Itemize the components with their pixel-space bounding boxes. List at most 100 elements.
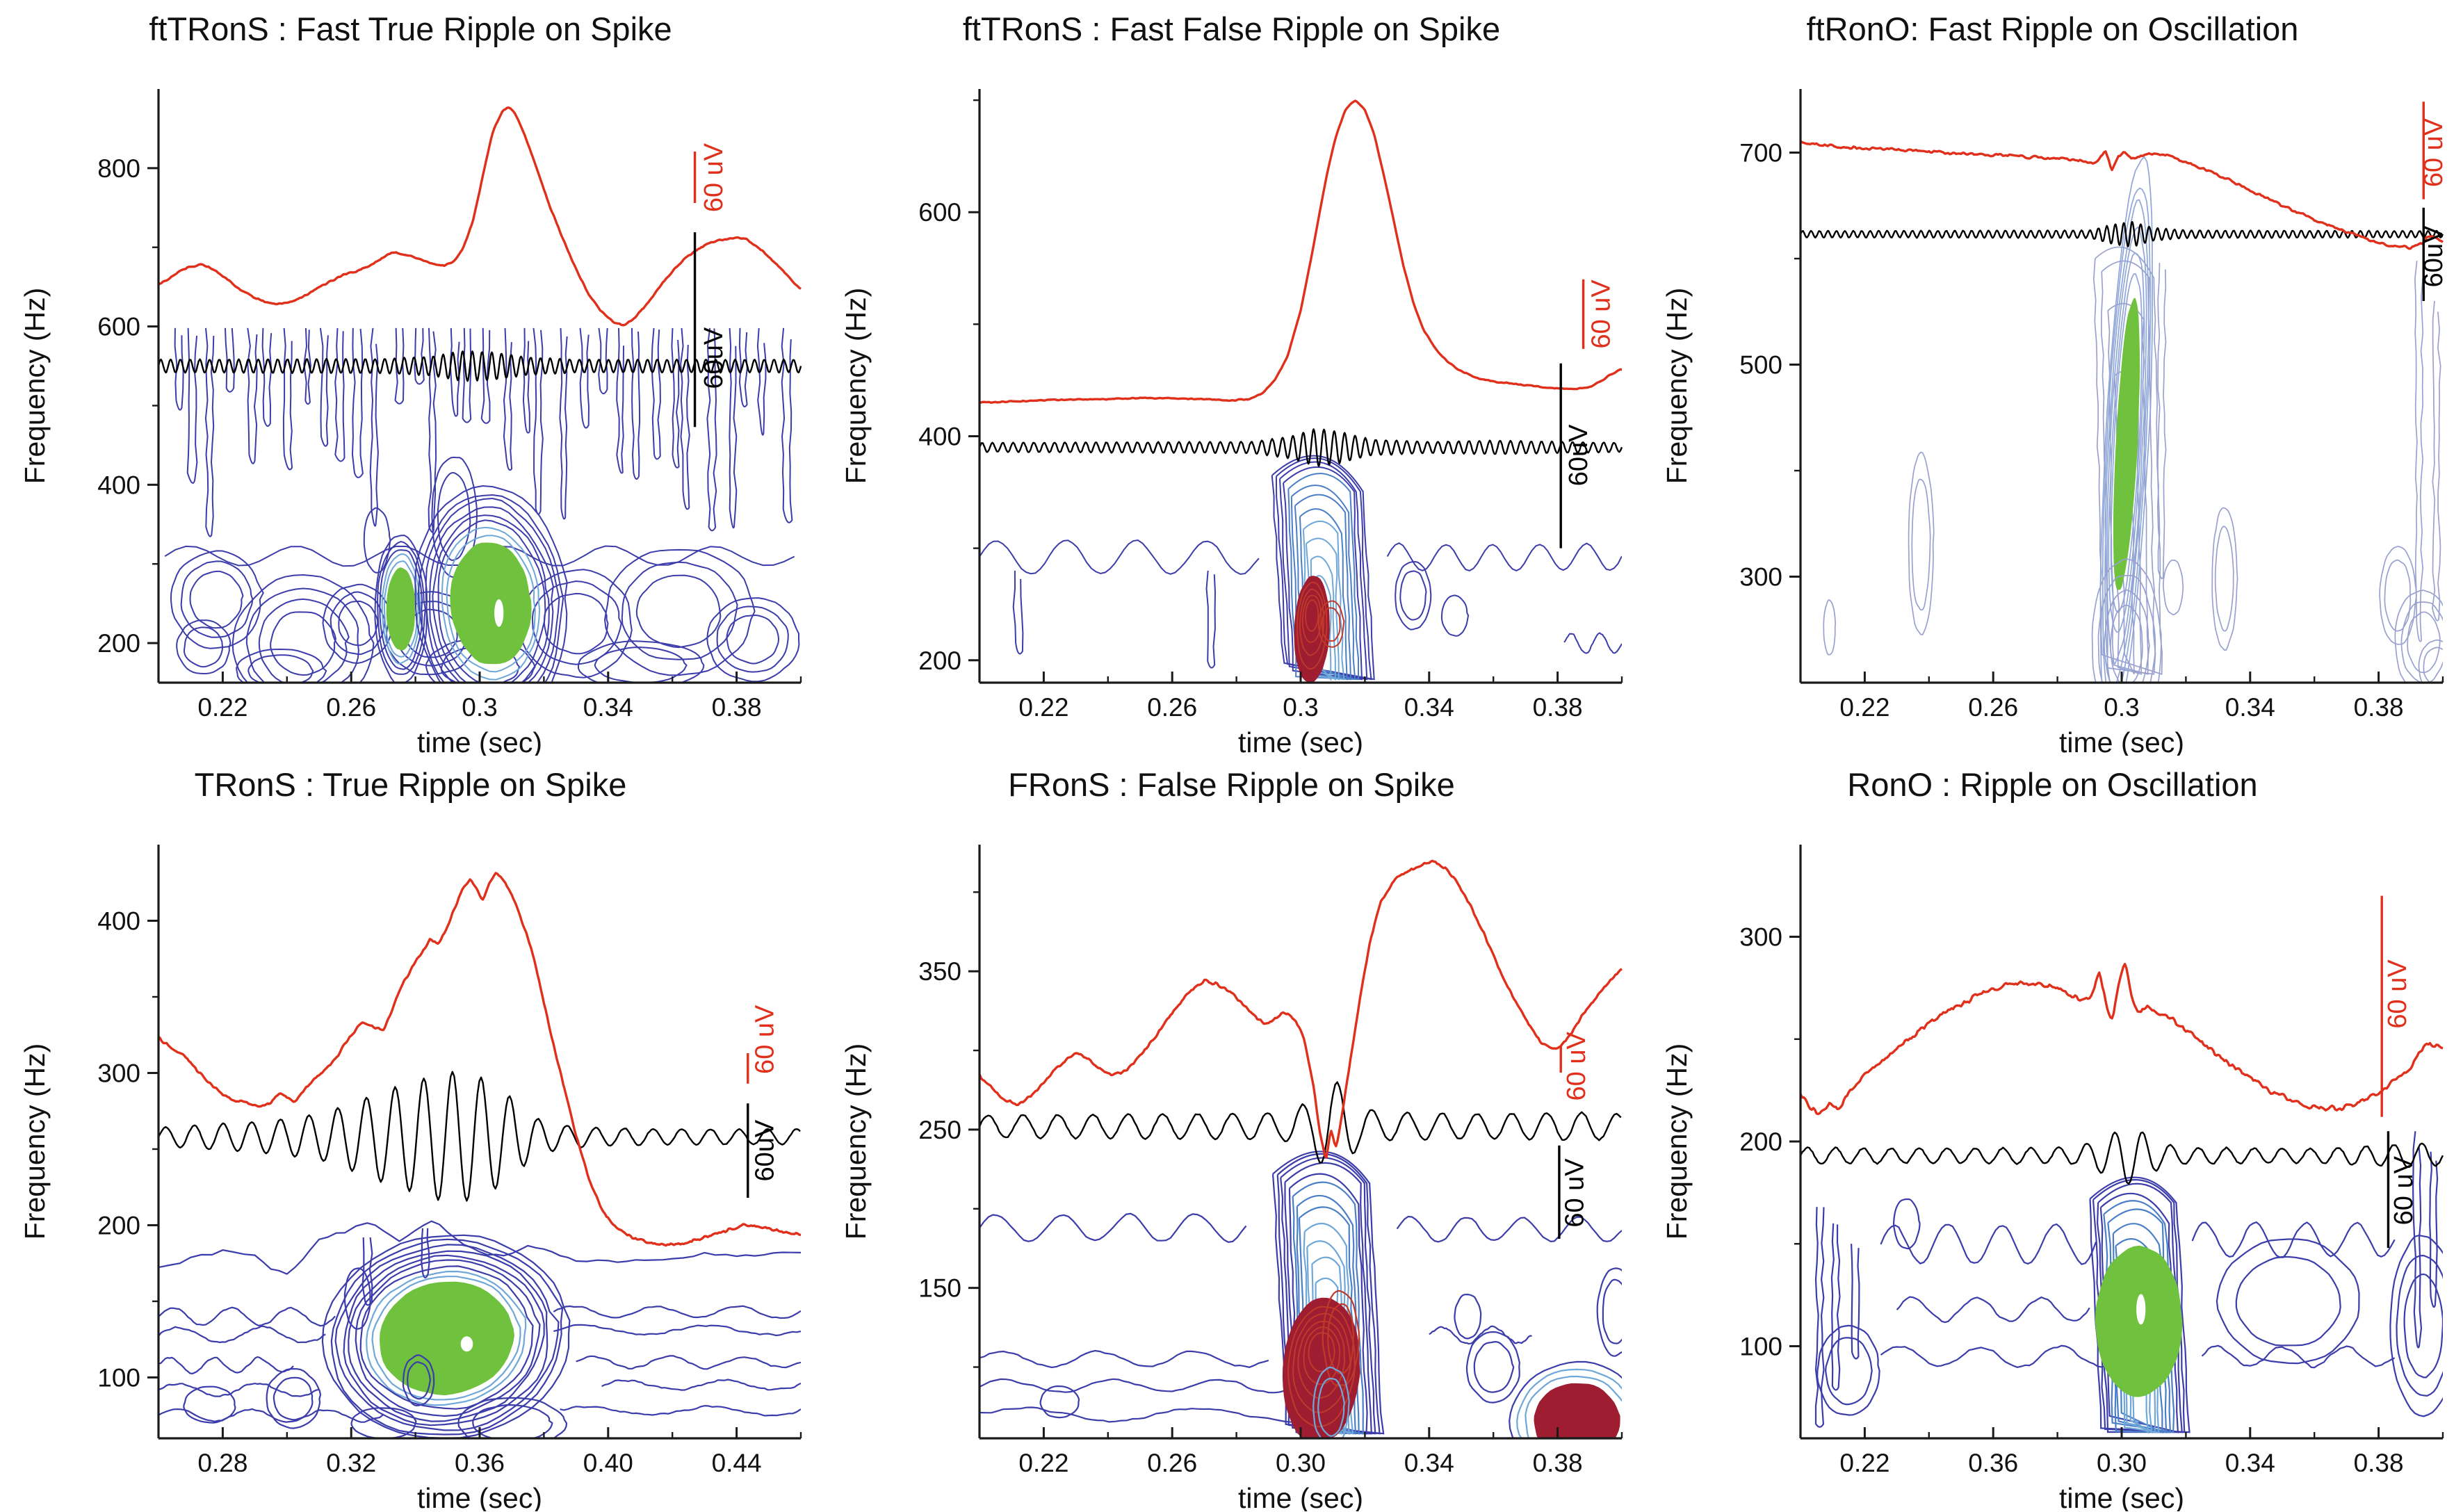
contour-streak	[781, 327, 793, 523]
contour-band	[1563, 632, 1622, 654]
contour-spectrogram	[979, 1151, 1622, 1438]
contour-ring	[2106, 226, 2147, 665]
scalebar-label: 60uV	[2419, 225, 2448, 287]
red-raw-trace	[1799, 963, 2444, 1116]
black-filtered-trace	[1799, 1131, 2444, 1185]
contour-ring	[594, 647, 688, 683]
contour-ring	[2423, 647, 2443, 683]
x-tick-label: 0.22	[197, 693, 247, 722]
contour-ring	[1395, 561, 1432, 631]
panel-RonO: RonO : Ripple on Oscillation 60 uV 60 uV 1…	[1642, 756, 2463, 1511]
x-tick-label: 0.3	[2104, 693, 2139, 722]
contour-ring	[2418, 639, 2443, 683]
y-tick-label: 600	[97, 313, 140, 341]
y-axis-label: Frequency (Hz)	[840, 288, 872, 485]
contour-ring	[1473, 1340, 1515, 1393]
contour-ring	[2400, 601, 2443, 683]
contour-ring	[2211, 507, 2238, 651]
panel-title: ftTRonS : Fast True Ripple on Spike	[149, 10, 672, 47]
contour-streak	[2414, 261, 2424, 642]
traces	[157, 872, 802, 1247]
panel-FRonS: FRonS : False Ripple on Spike 60 uV 60 uV…	[821, 756, 1642, 1511]
contour-ring	[1327, 1303, 1355, 1374]
contour-ring	[1596, 1267, 1622, 1357]
contour-ring	[1399, 570, 1427, 621]
contour-band	[158, 1356, 294, 1375]
panel-plot-FRonS: 60 uV 60 uV 150 250 350 0.22 0.26 0.30 0.34 0.38 F…	[840, 845, 1623, 1511]
y-tick-label: 300	[1739, 923, 1782, 952]
scalebar-label: 60 uV	[1562, 1032, 1591, 1101]
contour-ring	[2099, 156, 2153, 683]
x-tick-label: 0.38	[712, 693, 762, 722]
contour-core-hole	[2136, 1294, 2146, 1325]
x-tick-label: 0.30	[2097, 1449, 2147, 1477]
contour-streak	[361, 1237, 373, 1306]
contour-ring	[245, 587, 359, 683]
contour-ring	[273, 1376, 314, 1421]
x-tick-label: 0.30	[1276, 1449, 1326, 1477]
contour-streak	[1851, 1244, 1860, 1360]
y-axis-label: Frequency (Hz)	[840, 1043, 872, 1240]
contour-ring	[2104, 589, 2150, 683]
contour-ring	[726, 614, 780, 665]
black-filtered-trace	[1799, 221, 2444, 247]
contour-ring	[519, 569, 633, 678]
scalebar-label: 60 uV	[2419, 117, 2448, 187]
contour-streak	[282, 327, 293, 471]
artifact-energy-blob-red	[1282, 1297, 1360, 1438]
y-tick-label: 250	[918, 1116, 961, 1144]
panel-title: TRonS : True Ripple on Spike	[194, 766, 627, 803]
contour-ring	[2097, 574, 2156, 683]
scalebar-label: 60 uV	[1586, 279, 1616, 349]
contour-ring	[1602, 1278, 1622, 1344]
contour-ring	[176, 619, 231, 675]
panel-plot-ftRonO: 60 uV 60uV 300 500 700 0.22 0.26 0.3 0.34 0.38 Fre…	[1661, 89, 2448, 756]
contour-ring	[1516, 1368, 1622, 1438]
contour-streak	[503, 327, 513, 471]
contour-streak	[2432, 300, 2441, 621]
contour-ring	[2091, 558, 2162, 683]
x-tick-label: 0.22	[1839, 693, 1889, 722]
contour-column	[2101, 260, 2156, 675]
contour-column	[1280, 1157, 1376, 1435]
contour-band	[158, 1408, 384, 1423]
black-filtered-trace	[157, 1071, 801, 1202]
x-tick-label: 0.44	[712, 1449, 762, 1477]
contour-ring	[322, 583, 393, 665]
contour-streak	[706, 327, 717, 532]
contour-ring	[1312, 1366, 1350, 1438]
contour-streak	[680, 327, 690, 510]
contour-band	[576, 1355, 801, 1370]
contour-ring	[330, 1238, 564, 1436]
contour-ring	[446, 535, 536, 673]
contour-ring	[1892, 1198, 1921, 1250]
y-tick-label: 200	[97, 629, 140, 658]
contour-band	[1880, 1223, 2097, 1265]
x-tick-label: 0.26	[1147, 693, 1197, 722]
y-tick-label: 350	[918, 957, 961, 986]
contour-band	[979, 1349, 1269, 1369]
contour-ring	[621, 561, 738, 660]
contour-ring-inner	[1296, 581, 1328, 670]
x-tick-label: 0.22	[1839, 1449, 1889, 1477]
contour-ring	[1509, 1360, 1622, 1438]
contour-column	[1275, 457, 1372, 681]
contour-ring	[1908, 451, 1935, 635]
y-tick-label: 600	[918, 198, 961, 227]
y-tick-label: 800	[97, 154, 140, 183]
red-raw-trace	[157, 872, 802, 1247]
y-tick-label: 200	[918, 647, 961, 675]
x-tick-label: 0.32	[326, 1449, 376, 1477]
contour-ring	[231, 574, 375, 683]
x-tick-label: 0.38	[1533, 1449, 1583, 1477]
contour-ring	[2394, 590, 2443, 683]
contour-ring-inner	[1292, 1312, 1351, 1413]
x-axis-label: time (sec)	[1238, 1482, 1363, 1511]
contour-ring	[1465, 1331, 1520, 1404]
panel-ftTRonS-false: ftTRonS : Fast False Ripple on Spike 60 …	[821, 0, 1642, 756]
y-tick-label: 100	[97, 1363, 140, 1392]
contour-ring-inner	[1299, 588, 1325, 656]
scalebar-label: 60 uV	[699, 143, 729, 212]
contour-band	[560, 1405, 801, 1417]
y-axis-label: Frequency (Hz)	[1661, 1043, 1693, 1240]
